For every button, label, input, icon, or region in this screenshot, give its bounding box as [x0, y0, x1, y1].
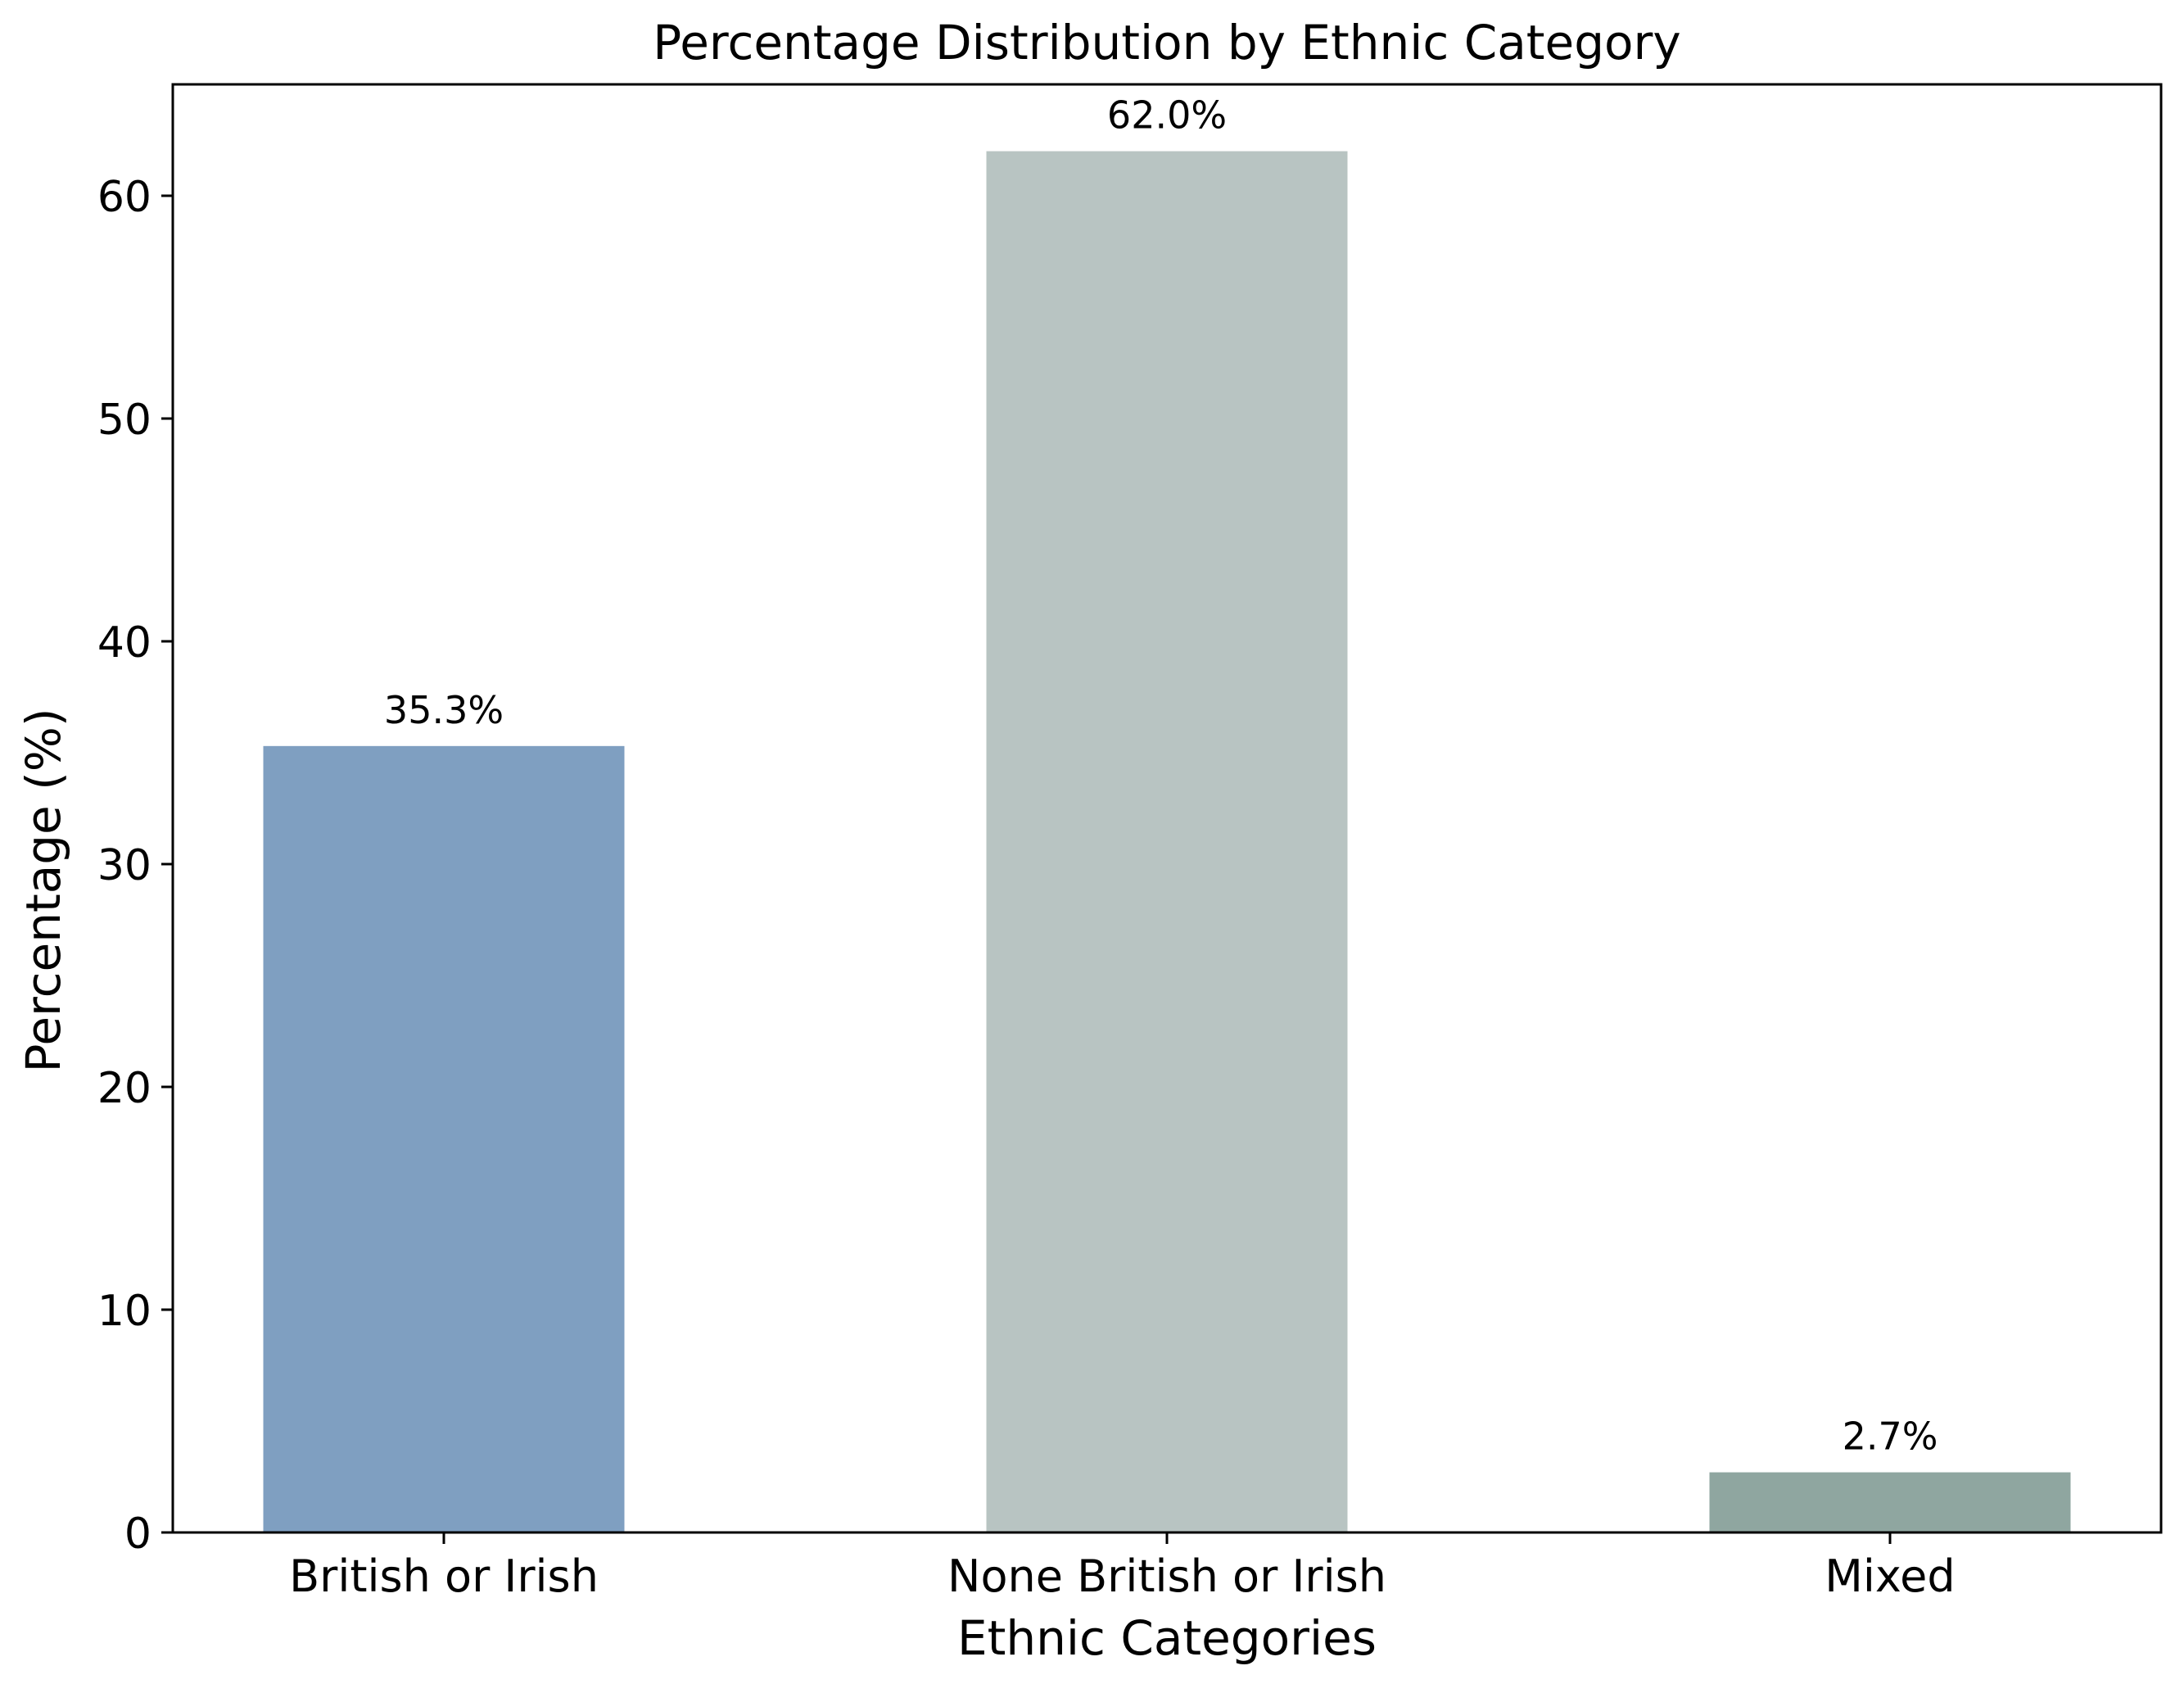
x-tick-label: British or Irish: [289, 1550, 599, 1602]
plot-area-frame: [171, 83, 2163, 1534]
bar-value-label-1: 35.3%: [384, 688, 504, 732]
y-tick-label: 0: [124, 1510, 151, 1559]
bar-value-label-2: 62.0%: [1107, 93, 1227, 138]
y-tick-label: 30: [97, 841, 151, 890]
y-tick-label: 10: [97, 1287, 151, 1336]
chart-title: Percentage Distribution by Ethnic Catego…: [653, 15, 1680, 70]
y-tick-label: 40: [97, 618, 151, 668]
x-axis: British or Irish None British or Irish Mix…: [289, 1532, 1956, 1602]
bar-value-label-3: 2.7%: [1843, 1415, 1938, 1459]
data-labels-layer: 35.3% 62.0% 2.7%: [384, 93, 1938, 1459]
bar-3: [1709, 1472, 2071, 1532]
x-tick-label: Mixed: [1825, 1550, 1955, 1602]
x-axis-title: Ethnic Categories: [957, 1610, 1377, 1666]
y-tick-label: 20: [97, 1064, 151, 1113]
bar-2: [986, 151, 1348, 1533]
bar-1: [263, 745, 625, 1532]
x-tick-label: None British or Irish: [947, 1550, 1386, 1602]
y-tick-label: 50: [97, 396, 151, 445]
y-axis-title: Percentage (%): [16, 708, 71, 1072]
y-tick-label: 60: [97, 173, 151, 222]
y-axis: 0 10 20 30 40 50 60: [97, 173, 173, 1559]
bars-layer: [263, 151, 2071, 1533]
